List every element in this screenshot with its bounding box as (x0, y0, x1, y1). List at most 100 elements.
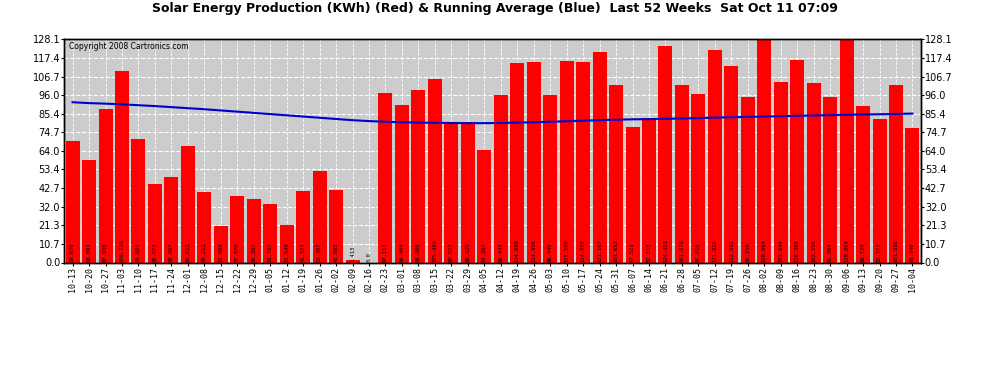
Bar (872, 119, 886, 262)
Bar (807, 83, 821, 262)
Bar (559, 61, 573, 262)
Bar (445, 123, 458, 262)
Bar (395, 105, 409, 262)
Text: 114.956: 114.956 (532, 239, 537, 262)
Bar (725, 66, 739, 262)
Text: 128.064: 128.064 (761, 239, 766, 262)
Bar (494, 94, 508, 262)
Bar (757, 39, 771, 262)
Bar (412, 90, 426, 262)
Text: 116.365: 116.365 (795, 239, 800, 262)
Bar (65, 141, 79, 262)
Bar (378, 93, 392, 262)
Text: 96.445: 96.445 (547, 242, 552, 262)
Text: 103.156: 103.156 (811, 239, 816, 262)
Text: 0.0: 0.0 (366, 252, 371, 262)
Text: 82.818: 82.818 (646, 242, 651, 262)
Bar (790, 60, 804, 262)
Bar (658, 46, 672, 262)
Text: 87.930: 87.930 (103, 242, 108, 262)
Text: 45.073: 45.073 (152, 242, 157, 262)
Bar (593, 51, 607, 262)
Bar (823, 97, 838, 262)
Bar (115, 71, 129, 262)
Text: 41.321: 41.321 (301, 242, 306, 262)
Bar (181, 147, 195, 262)
Text: 105.493: 105.493 (433, 239, 438, 262)
Text: 48.867: 48.867 (169, 242, 174, 262)
Bar (856, 106, 870, 262)
Text: 121.826: 121.826 (713, 239, 718, 262)
Bar (642, 118, 656, 262)
Bar (774, 82, 788, 262)
Bar (82, 160, 96, 262)
Text: 121.107: 121.107 (597, 239, 602, 262)
Text: 101.886: 101.886 (894, 239, 899, 262)
Text: 36.387: 36.387 (251, 242, 256, 262)
Bar (247, 199, 260, 262)
Text: 96.443: 96.443 (498, 242, 503, 262)
Text: Copyright 2008 Cartronics.com: Copyright 2008 Cartronics.com (68, 42, 188, 51)
Bar (626, 128, 640, 262)
Text: 21.549: 21.549 (284, 242, 289, 262)
Text: 66.612: 66.612 (185, 242, 190, 262)
Bar (691, 93, 706, 262)
Text: 109.730: 109.730 (120, 239, 125, 262)
Text: 114.699: 114.699 (515, 239, 520, 262)
Bar (428, 79, 442, 262)
Bar (708, 50, 722, 262)
Text: 77.521: 77.521 (630, 242, 635, 262)
Text: 70.684: 70.684 (136, 242, 141, 262)
Text: 1.413: 1.413 (350, 245, 355, 262)
Text: 90.404: 90.404 (399, 242, 405, 262)
Text: 33.787: 33.787 (267, 242, 272, 262)
Bar (99, 110, 113, 262)
Text: 82.373: 82.373 (877, 242, 882, 262)
Bar (263, 204, 277, 262)
Text: Solar Energy Production (KWh) (Red) & Running Average (Blue)  Last 52 Weeks  Sat: Solar Energy Production (KWh) (Red) & Ru… (152, 2, 838, 15)
Bar (889, 85, 903, 262)
Bar (675, 85, 689, 262)
Text: 97.113: 97.113 (383, 242, 388, 262)
Text: 124.453: 124.453 (663, 239, 668, 262)
Bar (132, 140, 146, 262)
Bar (197, 192, 211, 262)
Text: 101.878: 101.878 (679, 239, 684, 262)
Bar (214, 226, 228, 262)
Text: 80.925: 80.925 (465, 242, 470, 262)
Bar (576, 62, 590, 262)
Text: 101.652: 101.652 (614, 239, 619, 262)
Text: 80.023: 80.023 (448, 242, 453, 262)
Text: 128.064: 128.064 (844, 239, 849, 262)
Text: 115.566: 115.566 (564, 239, 569, 262)
Text: 76.940: 76.940 (910, 242, 915, 262)
Text: 95.156: 95.156 (745, 242, 750, 262)
Text: 112.992: 112.992 (729, 239, 734, 262)
Bar (840, 39, 853, 262)
Bar (296, 190, 310, 262)
Bar (477, 150, 491, 262)
Bar (313, 171, 327, 262)
Text: 40.212: 40.212 (202, 242, 207, 262)
Bar (544, 94, 557, 262)
Text: 52.307: 52.307 (317, 242, 322, 262)
Text: 95.064: 95.064 (828, 242, 833, 262)
Bar (329, 189, 344, 262)
Bar (460, 122, 475, 262)
Text: 58.891: 58.891 (86, 242, 91, 262)
Bar (148, 184, 162, 262)
Text: 64.387: 64.387 (482, 242, 487, 262)
Text: 69.670: 69.670 (70, 242, 75, 262)
Text: 98.966: 98.966 (416, 242, 421, 262)
Bar (164, 177, 178, 262)
Bar (741, 97, 754, 262)
Text: 103.644: 103.644 (778, 239, 783, 262)
Text: 41.885: 41.885 (334, 242, 339, 262)
Text: 114.958: 114.958 (580, 239, 586, 262)
Text: 97.016: 97.016 (696, 242, 701, 262)
Text: 21.009: 21.009 (219, 242, 224, 262)
Bar (609, 86, 623, 262)
Bar (346, 260, 359, 262)
Bar (906, 129, 920, 262)
Text: 89.729: 89.729 (860, 242, 865, 262)
